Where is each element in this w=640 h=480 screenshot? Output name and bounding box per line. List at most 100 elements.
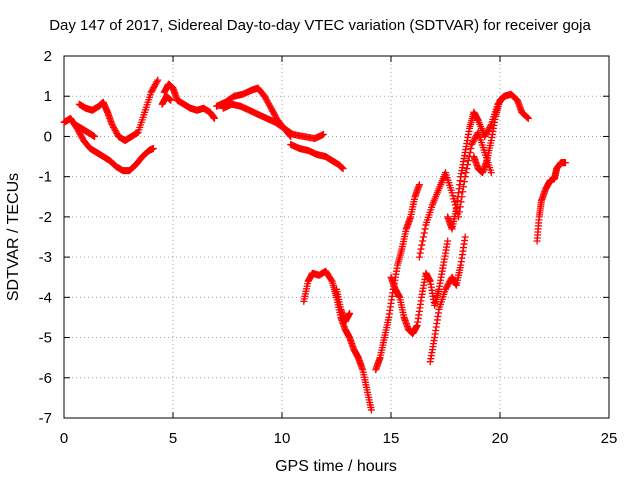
data-series (160, 80, 218, 122)
data-point (110, 123, 118, 131)
data-point (76, 130, 84, 138)
data-point (449, 192, 457, 200)
data-point (481, 132, 489, 140)
data-point (152, 79, 160, 87)
data-series (533, 159, 569, 245)
data-point (459, 188, 467, 196)
y-tick-label: -7 (39, 410, 52, 427)
data-point (270, 109, 278, 117)
data-point (151, 81, 159, 89)
data-point (327, 276, 335, 284)
y-tick-label: -3 (39, 249, 52, 266)
data-point (265, 100, 273, 108)
data-point (319, 130, 327, 138)
data-point (149, 145, 157, 153)
data-point (147, 88, 155, 96)
y-tick-label: -4 (39, 289, 52, 306)
data-point (418, 241, 426, 249)
data-point (524, 114, 532, 122)
data-point (561, 159, 569, 167)
data-point (367, 406, 375, 414)
data-point (150, 84, 158, 92)
data-point (469, 137, 477, 145)
data-point (111, 126, 119, 134)
data-point (150, 82, 158, 90)
x-axis-title: GPS time / hours (275, 458, 397, 475)
y-tick-label: -1 (39, 169, 52, 186)
data-series (219, 100, 327, 142)
data-point (91, 132, 99, 140)
data-point (210, 114, 218, 122)
data-series (60, 114, 157, 175)
data-point (524, 114, 532, 122)
data-point (486, 123, 494, 131)
data-point (464, 157, 472, 165)
y-tick-label: -2 (39, 209, 52, 226)
data-point (268, 106, 276, 114)
data-point (470, 136, 478, 144)
data-point (460, 178, 468, 186)
chart-title: Day 147 of 2017, Sidereal Day-to-day VTE… (49, 17, 591, 34)
data-series (333, 285, 354, 325)
data-point (487, 169, 495, 177)
data-point (271, 112, 279, 120)
data-point (110, 125, 118, 133)
data-point (416, 249, 424, 257)
data-point (261, 92, 269, 100)
data-series (372, 181, 423, 374)
x-tick-label: 15 (383, 430, 400, 447)
data-series (415, 128, 495, 261)
data-series (75, 76, 162, 144)
data-point (113, 129, 121, 137)
data-point (417, 245, 425, 253)
data-point (167, 96, 175, 104)
data-point (448, 189, 456, 197)
y-tick-label: -5 (39, 330, 52, 347)
data-point (484, 126, 492, 134)
data-point (450, 195, 458, 203)
data-point (500, 92, 508, 100)
data-series (71, 120, 99, 140)
data-point (482, 131, 490, 139)
x-tick-label: 25 (601, 430, 618, 447)
x-tick-label: 10 (274, 430, 291, 447)
data-point (261, 94, 269, 102)
data-point (420, 229, 428, 237)
data-point (463, 165, 471, 173)
data-point (459, 183, 467, 191)
data-point (419, 237, 427, 245)
data-point (442, 285, 449, 293)
data-point (264, 98, 272, 106)
data-series (470, 92, 508, 177)
y-tick-label: 2 (44, 48, 52, 65)
data-point (457, 198, 465, 206)
data-point (265, 101, 273, 109)
data-point (471, 134, 479, 142)
data-points (60, 76, 569, 414)
y-tick-label: -6 (39, 370, 52, 387)
y-axis-title: SDTVAR / TECUs (5, 173, 22, 301)
data-point (444, 237, 452, 245)
data-series (387, 237, 452, 338)
data-point (462, 169, 470, 177)
data-point (442, 284, 450, 292)
data-point (443, 282, 451, 290)
data-series (426, 233, 469, 366)
x-tick-label: 5 (169, 430, 177, 447)
data-point (461, 233, 469, 241)
y-tick-label: 1 (44, 88, 52, 105)
data-series (158, 92, 175, 108)
data-point (77, 132, 85, 140)
data-point (523, 113, 531, 121)
data-point (346, 309, 354, 317)
data-point (109, 122, 117, 130)
data-point (78, 133, 86, 141)
data-point (419, 233, 427, 241)
data-point (444, 281, 452, 289)
data-point (270, 110, 278, 118)
x-tick-label: 20 (492, 430, 509, 447)
data-point (421, 225, 429, 233)
data-point (266, 103, 274, 111)
y-tick-label: 0 (44, 128, 52, 145)
